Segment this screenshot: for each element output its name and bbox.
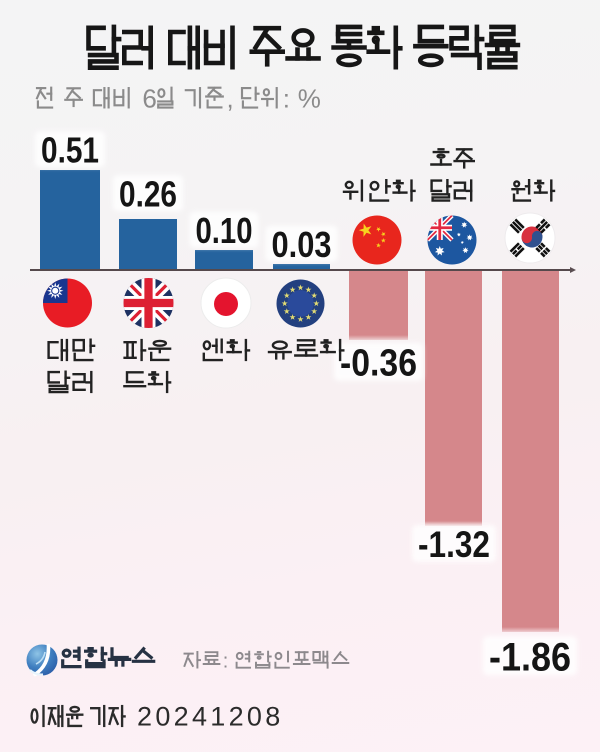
svg-text:0.10: 0.10: [196, 210, 253, 251]
svg-text:0.51: 0.51: [41, 130, 99, 171]
svg-text:%: %: [298, 83, 321, 113]
svg-text:6: 6: [142, 83, 156, 113]
svg-text:0.26: 0.26: [119, 174, 177, 215]
svg-text::: :: [283, 83, 290, 113]
svg-text:-1.86: -1.86: [489, 636, 571, 680]
svg-text:0.03: 0.03: [272, 224, 332, 265]
svg-text:20241208: 20241208: [137, 702, 284, 732]
svg-text:-0.36: -0.36: [340, 343, 417, 385]
svg-text:,: ,: [227, 83, 234, 113]
svg-text:-1.32: -1.32: [418, 524, 490, 565]
svg-text::: :: [223, 651, 229, 673]
